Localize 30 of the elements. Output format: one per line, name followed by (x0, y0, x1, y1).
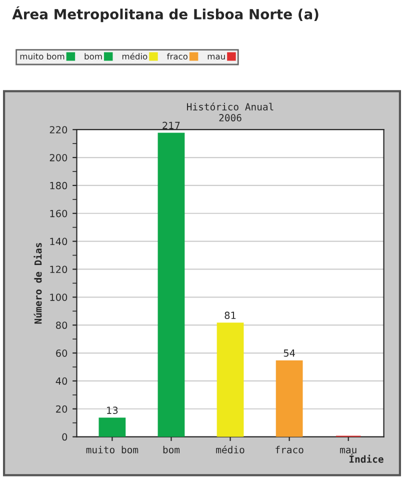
legend-label: fraco (167, 53, 188, 60)
x-tick-label: médio (216, 445, 244, 454)
y-tick-label: 80 (56, 322, 68, 329)
x-tick-label: fraco (276, 446, 304, 454)
y-tick-label: 180 (50, 182, 68, 190)
legend-label: bom (84, 53, 102, 60)
x-tick-label: bom (163, 446, 180, 454)
y-tick-label: 60 (56, 349, 68, 357)
data-label: 217 (162, 122, 180, 129)
y-axis-title: Número de Dias (34, 243, 42, 324)
legend-label: muito bom (20, 53, 64, 60)
x-tick-label: muito bom (86, 446, 138, 454)
y-tick-label: 220 (50, 126, 68, 134)
data-label: 54 (284, 350, 295, 357)
x-axis-title: Índice (350, 454, 384, 463)
x-tick-label: mau (340, 448, 356, 454)
y-tick-label: 40 (56, 377, 68, 385)
y-tick-label: 20 (56, 405, 68, 413)
legend-label: médio (122, 52, 148, 60)
data-label: 13 (107, 406, 118, 414)
legend-label: mau (208, 54, 225, 60)
y-tick-label: 200 (50, 154, 68, 162)
y-tick-label: 140 (50, 238, 68, 246)
chart-subtitle: Histórico Anual 2006 (187, 102, 274, 122)
data-label: 81 (224, 312, 236, 320)
y-tick-label: 160 (50, 210, 68, 218)
y-tick-label: 120 (50, 266, 68, 274)
y-tick-label: 100 (50, 294, 68, 301)
chart-title: Área Metropolitana de Lisboa Norte (a) (12, 6, 318, 22)
y-tick-label: 0 (62, 433, 68, 441)
